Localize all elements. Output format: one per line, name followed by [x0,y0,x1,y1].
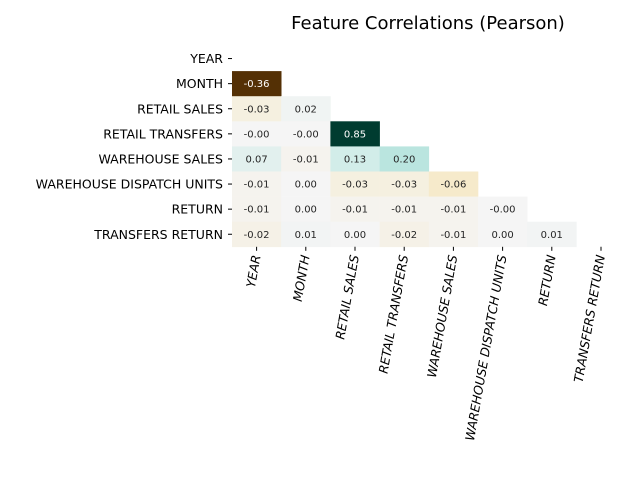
heatmap-cell [232,96,282,122]
cell-value-label: 0.07 [245,154,267,165]
heatmap-cell [281,221,331,248]
heatmap-cell [478,196,528,222]
heatmap-cell [527,221,577,248]
x-tick-label: RETAIL TRANSFERS [376,254,412,375]
cell-value-label: 0.01 [295,230,317,241]
heatmap-cell [379,171,430,197]
x-tick-label: RETURN [535,253,559,307]
x-tick-label: WAREHOUSE DISPATCH UNITS [462,254,509,442]
cell-value-label: 0.13 [344,154,366,165]
heatmap-cell [281,96,331,122]
heatmap-cell [281,196,331,222]
y-tick-label: WAREHOUSE DISPATCH UNITS [36,177,223,192]
cell-value-label: -0.03 [244,104,270,115]
heatmap-cell [232,196,282,222]
cell-value-label: -0.01 [440,230,466,241]
y-tick-label: YEAR [189,51,223,66]
heatmap-cell [232,221,282,248]
heatmap-cell [232,71,282,97]
cell-value-label: 0.00 [491,230,513,241]
cell-value-label: -0.01 [342,205,368,216]
heatmap-cell [281,171,331,197]
y-tick-label: WAREHOUSE SALES [98,151,223,166]
heatmap-cell [428,196,479,222]
heatmap-cell [281,146,331,172]
x-tick-label: TRANSFERS RETURN [571,253,608,384]
heatmap-cell [281,121,331,147]
heatmap-cell [330,221,380,248]
cell-value-label: -0.01 [244,180,270,191]
chart-title: Feature Correlations (Pearson) [291,13,565,34]
x-axis-labels: YEAR MONTH RETAIL SALES RETAIL TRANSFERS WAR… [243,246,608,442]
heatmap-cell [428,221,479,248]
cell-value-label: -0.00 [490,205,516,216]
y-tick-label: MONTH [176,76,223,91]
cell-value-label: -0.00 [244,129,270,140]
y-tick-label: RETAIL TRANSFERS [103,126,223,141]
heatmap-cell [330,171,380,197]
heatmap-cell [232,171,282,197]
cell-value-label: 0.00 [344,230,366,241]
cell-value-label: -0.36 [244,79,270,90]
heatmap-cells: -0.36 -0.03 0.02 -0.00 -0.00 0.85 0.07 -0.01 0.1… [232,71,577,248]
cell-value-label: 0.01 [541,230,563,241]
y-tick-label: TRANSFERS RETURN [93,227,223,242]
cell-value-label: -0.02 [244,230,270,241]
cell-value-label: 0.85 [344,129,366,140]
cell-value-label: 0.20 [393,154,415,165]
cell-value-label: -0.01 [244,205,270,216]
heatmap-cell [232,121,282,147]
heatmap-cell [379,146,430,172]
heatmap-cell [478,221,528,248]
x-tick-label: RETAIL SALES [332,254,362,341]
cell-value-label: -0.01 [391,205,417,216]
y-axis-labels: YEAR MONTH RETAIL SALES RETAIL TRANSFERS WAR… [36,51,232,242]
cell-value-label: 0.02 [295,104,317,115]
heatmap-cell [379,221,430,248]
heatmap-cell [330,121,380,147]
x-tick-label: MONTH [290,253,313,302]
x-tick-label: YEAR [243,254,263,289]
cell-value-label: -0.00 [293,129,319,140]
heatmap-cell [232,146,282,172]
x-tick-label: WAREHOUSE SALES [424,254,460,379]
heatmap-cell [330,196,380,222]
cell-value-label: 0.00 [295,205,317,216]
cell-value-label: -0.03 [342,180,368,191]
cell-value-label: -0.02 [391,230,417,241]
heatmap-cell [379,196,430,222]
heatmap-cell [428,171,479,197]
y-tick-label: RETAIL SALES [137,101,223,116]
cell-value-label: -0.01 [293,154,319,165]
cell-value-label: 0.00 [295,180,317,191]
heatmap-cell [330,146,380,172]
cell-value-label: -0.06 [440,180,466,191]
cell-value-label: -0.01 [440,205,466,216]
cell-value-label: -0.03 [391,180,417,191]
y-tick-label: RETURN [172,202,223,217]
